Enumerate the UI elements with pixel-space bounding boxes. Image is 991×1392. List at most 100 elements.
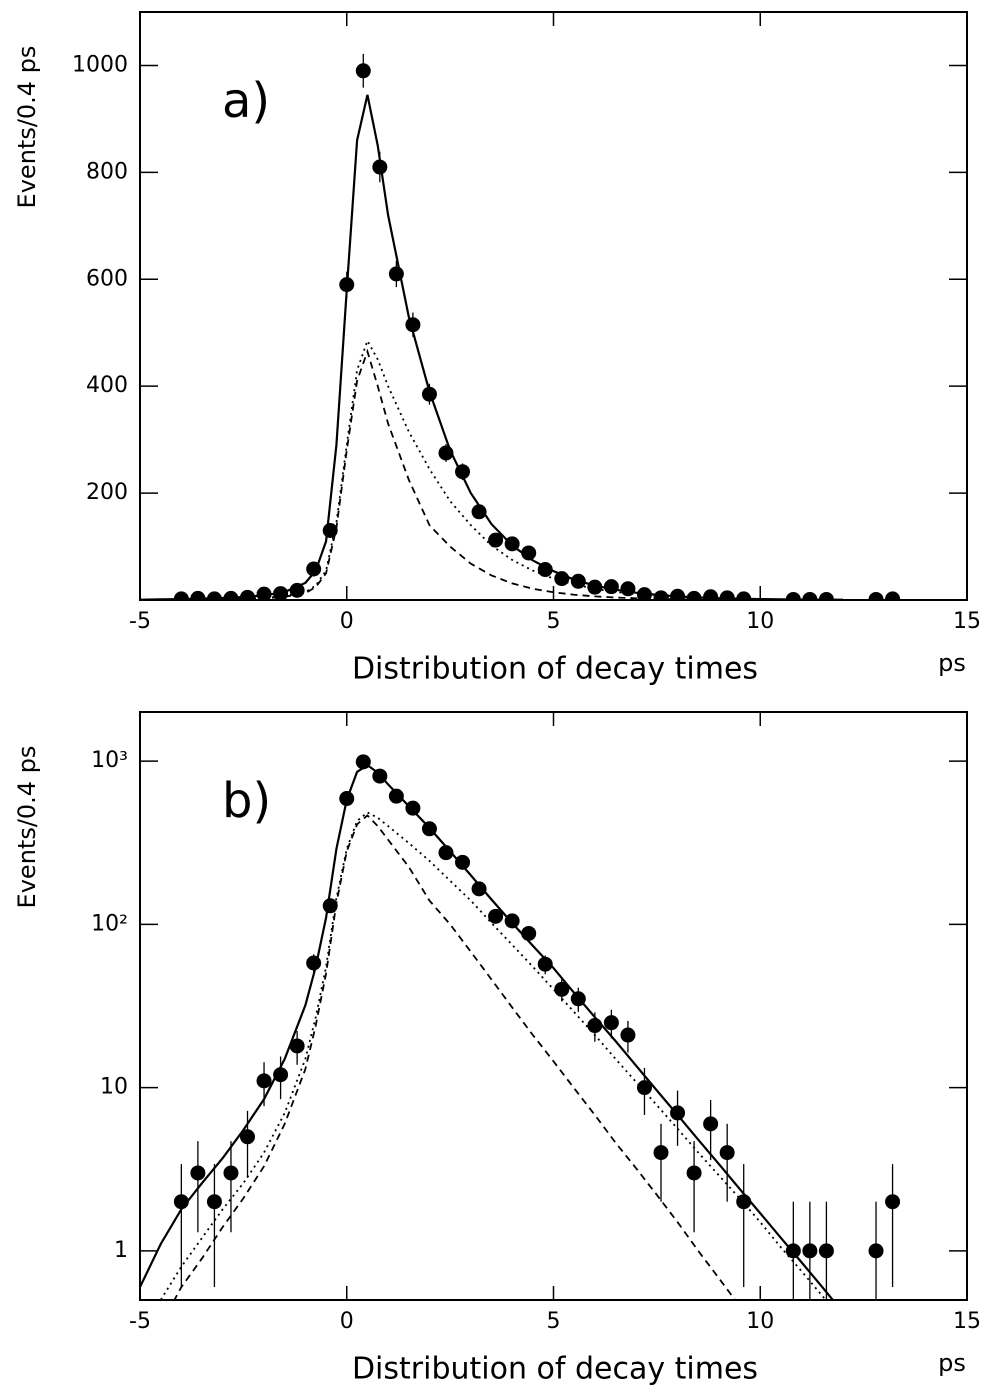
data-point [256,1073,272,1089]
data-point [388,788,404,804]
data-point [388,266,404,282]
data-point [471,881,487,897]
fit-curve [173,814,737,1300]
data-point [438,845,454,861]
x-axis-label: Distribution of decay times [352,652,758,687]
y-tick-label: 200 [86,480,128,505]
plot-area [140,754,901,1300]
data-point [273,1067,289,1083]
data-point [653,1145,669,1161]
y-axis-label: Events/0.4 ps [13,746,41,909]
fit-curve [140,94,843,600]
data-point [653,590,669,600]
x-tick-label: -5 [129,609,151,634]
x-axis-unit: ps [938,649,966,677]
data-point [405,800,421,816]
data-point [322,898,338,914]
data-point [355,754,371,770]
data-point [488,532,504,548]
data-point [620,1027,636,1043]
data-point [455,854,471,870]
data-point [521,545,537,561]
data-point [190,1165,206,1181]
data-point [868,1243,884,1259]
data-point [636,587,652,600]
data-point [322,523,338,539]
data-point [455,464,471,480]
data-point [405,317,421,333]
data-point [289,582,305,598]
data-point [306,955,322,971]
data-point [471,504,487,520]
data-point [289,1038,305,1054]
data-point [223,590,239,600]
data-point [240,1129,256,1145]
x-axis-unit: ps [938,1349,966,1377]
y-tick-label: 600 [86,266,128,291]
data-point [603,579,619,595]
data-point [537,562,553,578]
x-tick-label: 15 [953,1309,981,1334]
data-point [206,1194,222,1210]
data-point [670,588,686,600]
data-point [686,1165,702,1181]
data-point [570,573,586,589]
data-point [206,591,222,600]
data-point [223,1165,239,1181]
panel: -5 0 5 10 15 200 400 600 800 1000 Distribution of … [13,11,981,687]
data-point [570,991,586,1007]
data-point [504,536,520,552]
data-point [339,277,355,293]
data-point [670,1105,686,1121]
data-point [736,1194,752,1210]
data-point [703,1116,719,1132]
data-point [554,981,570,997]
data-point [372,768,388,784]
fit-curve [140,338,843,600]
x-tick-label: 5 [547,1309,561,1334]
data-point [173,591,189,600]
data-point [438,445,454,461]
panel-label: b) [222,773,271,829]
data-point [421,821,437,837]
plot-area [140,53,901,600]
data-point [488,908,504,924]
x-tick-label: 15 [953,609,981,634]
data-point [306,561,322,577]
x-tick-label: 10 [746,1309,774,1334]
data-point [240,589,256,600]
panel-label: a) [222,73,270,129]
data-point [736,591,752,600]
data-point [802,591,818,600]
y-axis-label: Events/0.4 ps [13,46,41,209]
data-point [636,1080,652,1096]
data-point [719,590,735,600]
data-point [802,1243,818,1259]
x-tick-label: 0 [340,609,354,634]
y-tick-label: 1 [114,1238,128,1263]
data-point [421,386,437,402]
data-point [785,1243,801,1259]
data-point [603,1015,619,1031]
y-tick-label: 800 [86,159,128,184]
data-point [818,591,834,600]
y-tick-label: 400 [86,373,128,398]
data-point [868,591,884,600]
y-tick-label: 10 [100,1075,128,1100]
data-point [339,791,355,807]
data-point [521,925,537,941]
data-point [885,591,901,600]
data-point [554,571,570,587]
x-tick-label: -5 [129,1309,151,1334]
data-point [703,589,719,600]
fit-curve [159,811,828,1300]
x-tick-label: 5 [547,609,561,634]
data-point [785,591,801,600]
data-point [537,956,553,972]
data-point [818,1243,834,1259]
x-tick-label: 10 [746,609,774,634]
data-point [686,590,702,600]
data-point [173,1194,189,1210]
